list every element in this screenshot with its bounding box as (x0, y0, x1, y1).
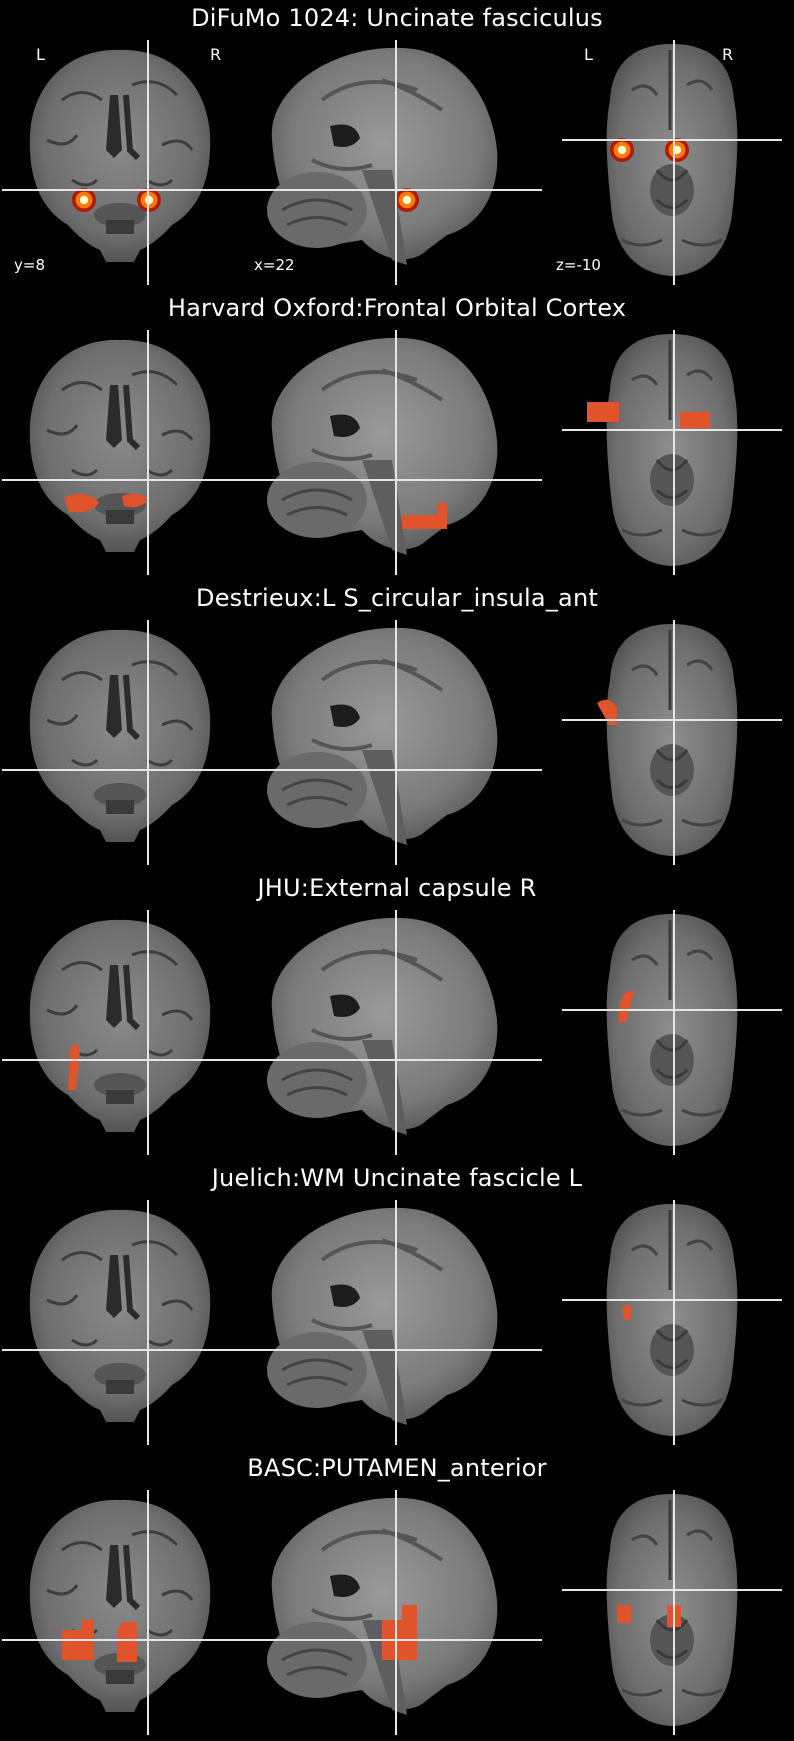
sagittal-coordinate-label: x=22 (254, 256, 295, 274)
axial-view (562, 620, 782, 865)
atlas-overlay (622, 1305, 632, 1320)
axial-view (562, 1200, 782, 1445)
sagittal-slice-image (242, 330, 542, 575)
sagittal-slice-image (242, 620, 542, 865)
coronal-slice (29, 1209, 211, 1422)
coronal-slice-image (2, 620, 242, 865)
axial-slice-image (562, 620, 782, 865)
atlas-overlay (610, 138, 689, 162)
coronal-slice (29, 49, 211, 262)
coronal-view (2, 1490, 242, 1735)
row-title: JHU:External capsule R (257, 874, 537, 902)
coronal-view (2, 330, 242, 575)
axial-slice-image (562, 330, 782, 575)
atlas-overlay (68, 1044, 80, 1090)
coronal-coordinate-label: y=8 (14, 256, 45, 274)
coronal-slice-image (2, 40, 242, 285)
atlas-row: BASC:PUTAMEN_anterior (0, 1450, 794, 1740)
sagittal-view: x=22 (242, 40, 542, 285)
axial-slice (606, 624, 738, 856)
axial-slice-image (562, 1200, 782, 1445)
coronal-slice-image (2, 1490, 242, 1735)
sagittal-view (242, 330, 542, 575)
coronal-slice-image (2, 910, 242, 1155)
row-title: DiFuMo 1024: Uncinate fasciculus (191, 4, 603, 32)
axial-view (562, 910, 782, 1155)
orientation-left-label: L (584, 45, 593, 64)
sagittal-slice-image (242, 1200, 542, 1445)
coronal-view (2, 910, 242, 1155)
axial-coordinate-label: z=-10 (556, 256, 601, 274)
atlas-overlay (597, 699, 617, 725)
axial-slice-image (562, 910, 782, 1155)
axial-slice-image (562, 40, 782, 285)
orientation-left-label: L (36, 45, 45, 64)
sagittal-slice-image (242, 910, 542, 1155)
row-title: Harvard Oxford:Frontal Orbital Cortex (167, 294, 627, 322)
sagittal-slice-image (242, 1490, 542, 1735)
atlas-row: Harvard Oxford:Frontal Orbital Cortex (0, 290, 794, 580)
sagittal-slice-image (242, 40, 542, 285)
orientation-right-label: R (210, 45, 222, 64)
sagittal-view (242, 1200, 542, 1445)
sagittal-view (242, 910, 542, 1155)
axial-view (562, 1490, 782, 1735)
atlas-overlay (618, 991, 634, 1022)
atlas-row: Juelich:WM Uncinate fascicle L (0, 1160, 794, 1450)
row-title: BASC:PUTAMEN_anterior (247, 1454, 547, 1482)
orientation-right-label: R (722, 45, 734, 64)
coronal-slice-image (2, 330, 242, 575)
axial-slice (606, 1204, 738, 1436)
atlas-overlay (382, 1605, 417, 1660)
atlas-row: Destrieux:L S_circular_insula_ant (0, 580, 794, 870)
atlas-overlay (64, 493, 148, 513)
coronal-view (2, 1200, 242, 1445)
axial-view (562, 330, 782, 575)
axial-slice (606, 914, 738, 1146)
atlas-overlay (587, 402, 710, 428)
coronal-view (2, 620, 242, 865)
sagittal-view (242, 620, 542, 865)
coronal-slice-image (2, 1200, 242, 1445)
atlas-overlay (395, 188, 419, 212)
row-title: Juelich:WM Uncinate fascicle L (211, 1164, 583, 1192)
row-title: Destrieux:L S_circular_insula_ant (196, 584, 598, 612)
atlas-row: JHU:External capsule R (0, 870, 794, 1160)
coronal-slice (29, 629, 211, 842)
axial-slice-image (562, 1490, 782, 1735)
atlas-overlay (72, 188, 161, 212)
sagittal-view (242, 1490, 542, 1735)
atlas-overlay (402, 503, 447, 529)
axial-slice (606, 334, 738, 566)
